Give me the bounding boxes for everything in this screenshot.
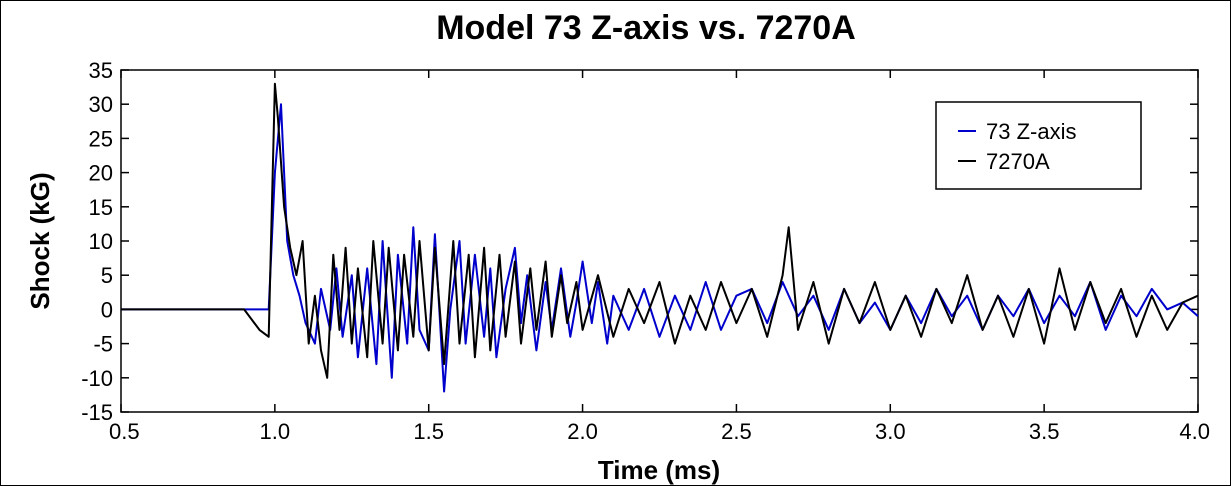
- legend-label-7270a: 7270A: [986, 149, 1050, 174]
- series-layer: [121, 82, 1199, 393]
- y-tick-label: 30: [89, 92, 113, 117]
- x-axis-label: Time (ms): [598, 455, 720, 485]
- y-axis-label: Shock (kG): [25, 172, 55, 309]
- y-axis: -15 -10 -5 0 5 10 15 20 25 30 35: [81, 58, 1198, 425]
- x-tick-label: 2.5: [721, 419, 752, 444]
- x-tick-label: 2.0: [567, 419, 598, 444]
- x-tick-label: 1.5: [413, 419, 444, 444]
- y-tick-label: 20: [89, 161, 113, 186]
- legend: 73 Z-axis 7270A: [935, 101, 1142, 190]
- legend-box: [935, 101, 1142, 190]
- x-tick-label: 3.5: [1029, 419, 1060, 444]
- chart-title: Model 73 Z-axis vs. 7270A: [436, 9, 856, 47]
- x-tick-label: 1.0: [260, 419, 291, 444]
- y-tick-label: -15: [81, 400, 113, 425]
- x-tick-label: 3.0: [875, 419, 906, 444]
- legend-label-73-z-axis: 73 Z-axis: [986, 119, 1076, 144]
- y-tick-label: 25: [89, 126, 113, 151]
- x-tick-label: 0.5: [109, 419, 140, 444]
- series-line-7270a: [121, 82, 1199, 379]
- y-tick-label: 10: [89, 229, 113, 254]
- y-tick-label: 15: [89, 195, 113, 220]
- y-tick-label: -10: [81, 366, 113, 391]
- y-tick-label: 0: [101, 297, 113, 322]
- x-axis: 0.5 1.0 1.5 2.0 2.5 3.0 3.5 4.0: [109, 70, 1210, 444]
- y-tick-label: 5: [101, 263, 113, 288]
- x-tick-label: 4.0: [1179, 419, 1210, 444]
- y-tick-label: -5: [93, 332, 113, 357]
- y-tick-label: 35: [89, 58, 113, 83]
